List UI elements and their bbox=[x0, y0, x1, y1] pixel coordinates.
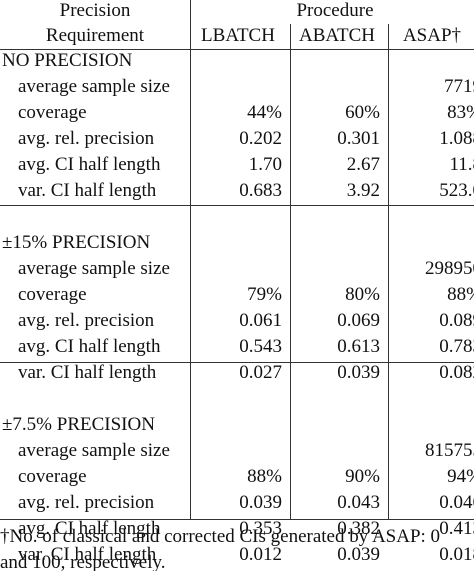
row-label: var. CI half length bbox=[18, 544, 157, 565]
row-label: avg. CI half length bbox=[18, 154, 161, 175]
cell: 0.202 bbox=[239, 128, 282, 149]
cell: 0.012 bbox=[239, 544, 282, 565]
row-label: avg. rel. precision bbox=[18, 492, 155, 513]
row-label: var. CI half length bbox=[18, 362, 157, 383]
column-header: LBATCH bbox=[201, 25, 275, 46]
row-label: coverage bbox=[18, 102, 87, 123]
cell: 7719 bbox=[444, 76, 474, 97]
row-label: average sample size bbox=[18, 76, 170, 97]
cell: 0.082 bbox=[439, 362, 474, 383]
cell: 83% bbox=[447, 102, 474, 123]
row-label: avg. rel. precision bbox=[18, 310, 155, 331]
cell: 0.039 bbox=[337, 362, 380, 383]
cell: 0.061 bbox=[239, 310, 282, 331]
cell: 94% bbox=[447, 466, 474, 487]
row-label: average sample size bbox=[18, 258, 170, 279]
cell: 523.0 bbox=[439, 180, 474, 201]
cell: 80% bbox=[345, 284, 380, 305]
rule bbox=[0, 49, 474, 50]
cell: 0.613 bbox=[337, 336, 380, 357]
section-title: NO PRECISION bbox=[2, 50, 133, 71]
row-label: coverage bbox=[18, 466, 87, 487]
cell: 60% bbox=[345, 102, 380, 123]
section-title: ±15% PRECISION bbox=[2, 232, 151, 253]
cell: 1.70 bbox=[248, 154, 282, 175]
row-label: average sample size bbox=[18, 440, 170, 461]
cell: 0.413 bbox=[439, 518, 474, 539]
cell: 3.92 bbox=[346, 180, 380, 201]
cell: 90% bbox=[345, 466, 380, 487]
footnote: †No. of classical and corrected CIs gene… bbox=[0, 526, 441, 547]
cell: 0.039 bbox=[239, 492, 282, 513]
cell: 0.783 bbox=[439, 336, 474, 357]
cell: 88% bbox=[247, 466, 282, 487]
row-label: coverage bbox=[18, 284, 87, 305]
cell: 0.027 bbox=[239, 362, 282, 383]
cell: 2.67 bbox=[346, 154, 380, 175]
cell: 0.301 bbox=[337, 128, 380, 149]
cell: 88% bbox=[447, 284, 474, 305]
cell: 0.543 bbox=[239, 336, 282, 357]
row-label: avg. rel. precision bbox=[18, 128, 155, 149]
column-header: ABATCH bbox=[298, 25, 375, 46]
header-label: Precision bbox=[59, 0, 131, 21]
rule bbox=[0, 362, 474, 363]
rule bbox=[0, 519, 474, 520]
column-rule bbox=[290, 24, 291, 519]
cell: 298950 bbox=[425, 258, 474, 279]
cell: 0.353 bbox=[239, 518, 282, 539]
cell: 0.089 bbox=[439, 310, 474, 331]
cell: 79% bbox=[247, 284, 282, 305]
row-label: var. CI half length bbox=[18, 180, 157, 201]
cell: 44% bbox=[247, 102, 282, 123]
cell: 0.683 bbox=[239, 180, 282, 201]
cell: 0.039 bbox=[337, 544, 380, 565]
cell: 0.382 bbox=[337, 518, 380, 539]
cell: 0.018 bbox=[439, 544, 474, 565]
cell: 0.043 bbox=[337, 492, 380, 513]
column-rule bbox=[388, 24, 389, 519]
cell: 0.046 bbox=[439, 492, 474, 513]
row-label: avg. CI half length bbox=[18, 518, 161, 539]
header-group: Procedure bbox=[296, 0, 374, 21]
column-header: ASAP† bbox=[402, 25, 462, 46]
header-label: Requirement bbox=[45, 25, 145, 46]
rule bbox=[0, 205, 474, 206]
row-label: avg. CI half length bbox=[18, 336, 161, 357]
cell: 1.088 bbox=[439, 128, 474, 149]
cell: 815755 bbox=[425, 440, 474, 461]
footnote: and 100, respectively. bbox=[0, 552, 166, 571]
cell: 0.069 bbox=[337, 310, 380, 331]
section-title: ±7.5% PRECISION bbox=[2, 414, 155, 435]
cell: 11.8 bbox=[449, 154, 474, 175]
column-rule bbox=[190, 0, 191, 519]
